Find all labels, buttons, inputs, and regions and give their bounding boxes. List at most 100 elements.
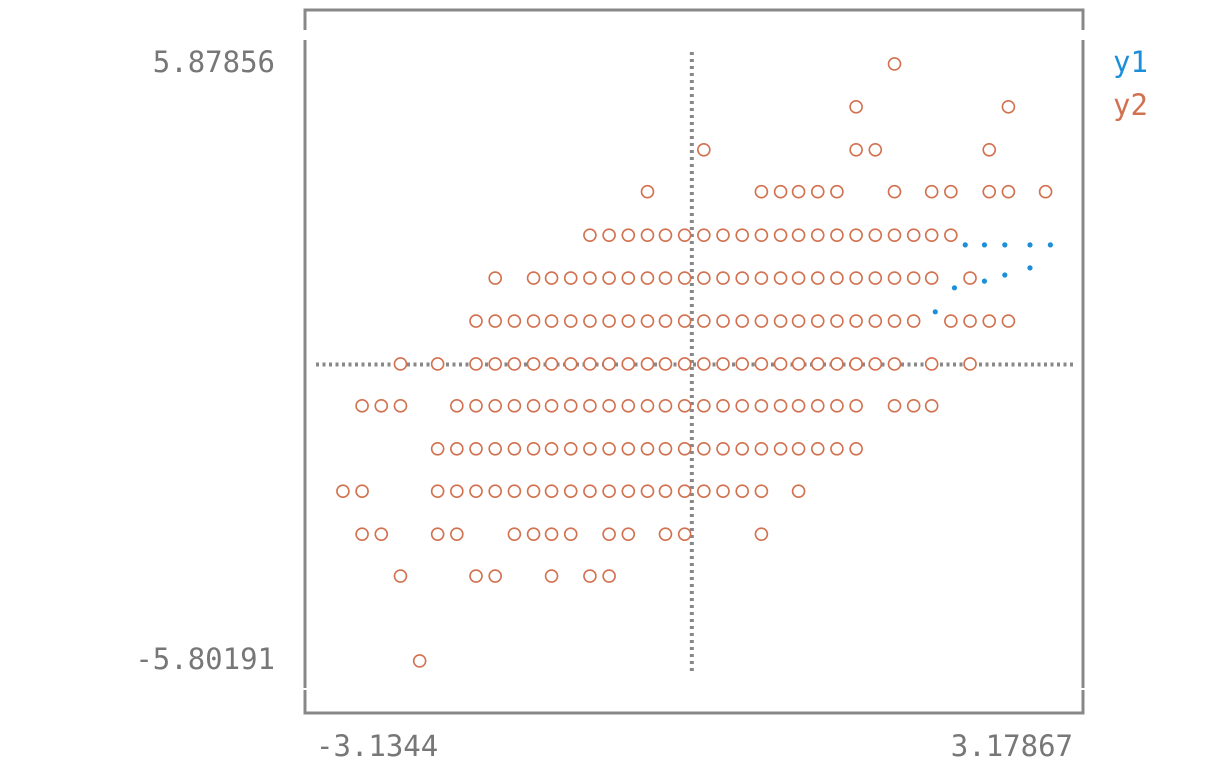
point	[735, 357, 750, 371]
point	[791, 314, 806, 328]
point	[716, 228, 730, 242]
point	[507, 441, 522, 456]
point	[488, 569, 502, 583]
point	[469, 441, 483, 456]
point	[791, 271, 806, 285]
point	[602, 441, 616, 456]
point	[773, 271, 788, 285]
point	[1002, 242, 1008, 248]
point	[716, 357, 730, 371]
point	[544, 399, 559, 413]
point	[887, 184, 902, 199]
point	[810, 271, 825, 285]
point	[868, 142, 883, 157]
point	[658, 357, 673, 371]
point	[544, 357, 559, 371]
point	[430, 441, 445, 456]
point	[887, 399, 902, 413]
point	[621, 314, 636, 328]
point	[640, 399, 655, 413]
point	[944, 314, 958, 328]
point	[754, 228, 769, 242]
point	[810, 441, 825, 456]
point	[526, 527, 541, 541]
point	[658, 399, 673, 413]
point	[906, 399, 921, 413]
point	[849, 142, 863, 157]
point	[697, 484, 711, 499]
point	[488, 314, 502, 328]
point	[583, 441, 597, 456]
point	[868, 228, 883, 242]
point	[810, 357, 825, 371]
point	[773, 184, 788, 199]
point	[887, 357, 902, 371]
point	[450, 484, 464, 499]
point	[716, 271, 730, 285]
point	[1038, 184, 1053, 199]
point	[658, 271, 673, 285]
point	[602, 314, 616, 328]
point	[677, 399, 692, 413]
point	[697, 441, 711, 456]
point	[697, 228, 711, 242]
point	[932, 309, 938, 315]
point	[981, 278, 988, 284]
point	[924, 228, 939, 242]
point	[488, 357, 502, 371]
point	[963, 314, 977, 328]
point	[697, 314, 711, 328]
point	[735, 271, 750, 285]
point	[887, 314, 902, 328]
y-tick-label: 5.87856	[153, 45, 275, 79]
point	[355, 527, 369, 541]
point	[1001, 100, 1016, 114]
point	[507, 399, 522, 413]
point	[791, 484, 806, 499]
point	[716, 399, 730, 413]
point	[544, 441, 559, 456]
point	[526, 271, 541, 285]
point	[906, 314, 921, 328]
point	[507, 357, 522, 371]
point	[754, 399, 769, 413]
point	[658, 228, 673, 242]
point	[982, 314, 997, 328]
point	[507, 527, 522, 541]
point	[602, 357, 616, 371]
point	[849, 228, 863, 242]
point	[621, 357, 636, 371]
point	[716, 314, 730, 328]
point	[469, 399, 483, 413]
point	[849, 357, 863, 371]
point	[1047, 242, 1053, 248]
point	[583, 399, 597, 413]
point	[488, 484, 502, 499]
point	[640, 357, 655, 371]
point	[640, 441, 655, 456]
point	[526, 399, 541, 413]
point	[658, 314, 673, 328]
point	[754, 357, 769, 371]
point	[488, 441, 502, 456]
point	[469, 357, 483, 371]
point	[602, 399, 616, 413]
point	[658, 484, 673, 499]
point	[507, 314, 522, 328]
point	[677, 484, 692, 499]
point	[336, 484, 350, 499]
point	[791, 357, 806, 371]
x-tick-label: 3.17867	[951, 729, 1073, 763]
point	[450, 441, 464, 456]
point	[677, 527, 692, 541]
point	[677, 441, 692, 456]
point	[849, 399, 863, 413]
point	[830, 314, 844, 328]
point	[602, 228, 616, 242]
point	[544, 314, 559, 328]
point	[355, 484, 369, 499]
point	[640, 184, 655, 199]
point	[754, 484, 769, 499]
point	[697, 357, 711, 371]
